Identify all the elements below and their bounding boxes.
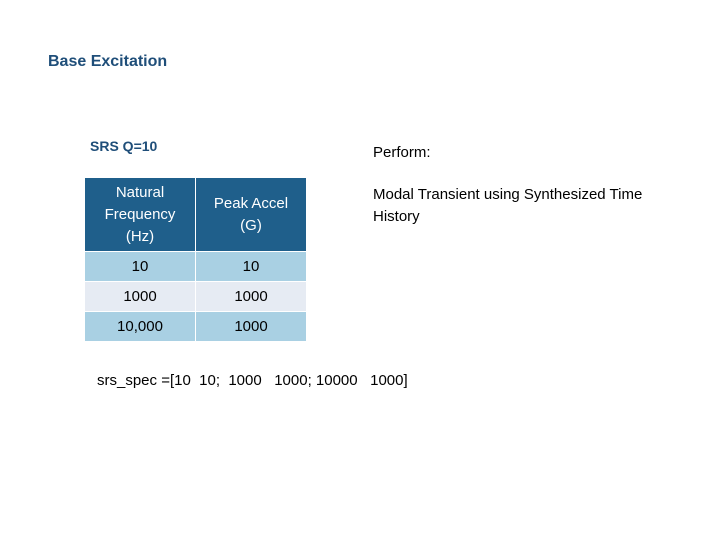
header-text: Peak Accel (G): [213, 194, 289, 234]
table-caption: SRS Q=10: [90, 138, 158, 154]
table-cell: 10: [85, 251, 196, 282]
table-row: 10 10: [85, 251, 307, 282]
header-text: Natural Frequency (Hz): [104, 183, 176, 245]
perform-label: Perform:: [373, 144, 431, 161]
table-cell: 10,000: [85, 311, 196, 341]
code-line: srs_spec =[10 10; 1000 1000; 10000 1000]: [97, 372, 408, 389]
title: Base Excitation: [48, 53, 168, 70]
table-row: 10,000 1000: [85, 311, 307, 341]
table-cell: 1000: [195, 281, 307, 312]
table-row: 1000 1000: [85, 281, 307, 312]
table: Natural Frequency (Hz) Peak Accel (G) 10…: [85, 178, 307, 341]
header-cell: Peak Accel (G): [195, 178, 307, 252]
perform-text: Modal Transient using Synthesized Time H…: [373, 186, 643, 225]
header-row: Natural Frequency (Hz) Peak Accel (G): [85, 178, 307, 252]
table-cell: 1000: [195, 311, 307, 341]
table-cell: 10: [195, 251, 307, 282]
table-cell: 1000: [85, 281, 196, 312]
header-cell: Natural Frequency (Hz): [85, 178, 196, 252]
